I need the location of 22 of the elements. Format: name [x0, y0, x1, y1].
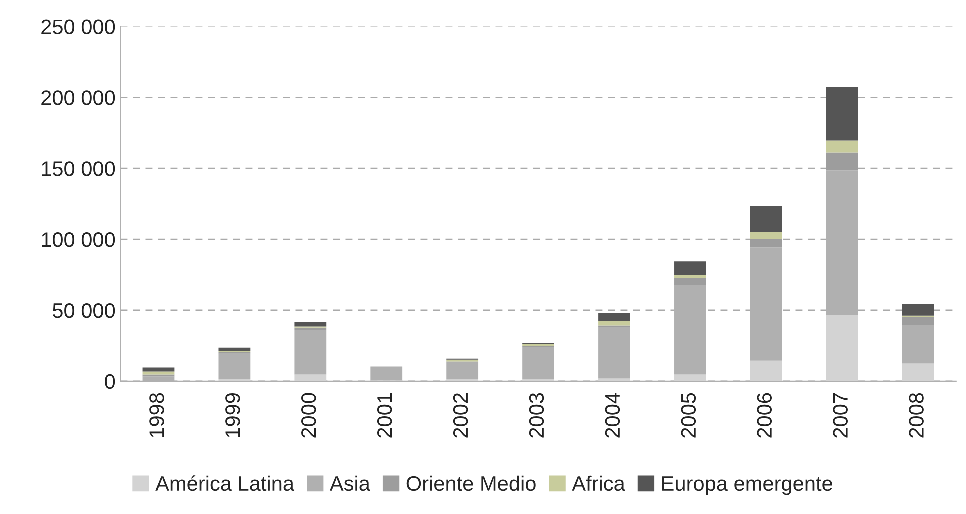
x-tick-label: 1998 [150, 393, 164, 438]
legend-label: Africa [572, 476, 626, 492]
y-tick-label: 0 [105, 374, 116, 390]
y-tick-label: 100 000 [42, 232, 116, 248]
y-tick-label: 50 000 [53, 303, 116, 318]
legend-label: América Latina [156, 476, 295, 492]
x-tick-label: 1999 [226, 393, 240, 438]
x-tick-label: 2004 [605, 393, 620, 438]
x-tick-label: 2003 [529, 393, 544, 438]
x-tick-label: 2001 [377, 394, 392, 438]
y-tick-label: 200 000 [42, 90, 116, 106]
legend-label: Oriente Medio [406, 476, 536, 492]
x-tick-label: 2005 [681, 393, 696, 438]
x-tick-label: 2006 [757, 393, 772, 438]
x-tick-label: 2007 [833, 394, 848, 438]
x-tick-label: 2008 [909, 393, 924, 438]
legend-label: Asia [330, 476, 370, 492]
legend-label: Europa emergente [662, 476, 832, 496]
x-tick-label: 2002 [453, 394, 468, 438]
x-tick-label: 2000 [301, 393, 316, 438]
y-tick-label: 150 000 [42, 162, 116, 176]
y-tick-label: 250 000 [42, 20, 116, 34]
